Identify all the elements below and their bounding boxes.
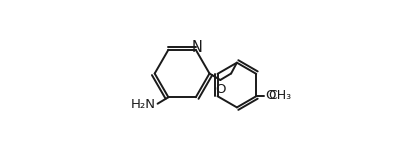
Text: N: N xyxy=(192,40,202,55)
Text: O: O xyxy=(215,83,226,96)
Text: O: O xyxy=(264,89,275,102)
Text: CH₃: CH₃ xyxy=(267,89,290,102)
Text: H₂N: H₂N xyxy=(130,98,156,111)
